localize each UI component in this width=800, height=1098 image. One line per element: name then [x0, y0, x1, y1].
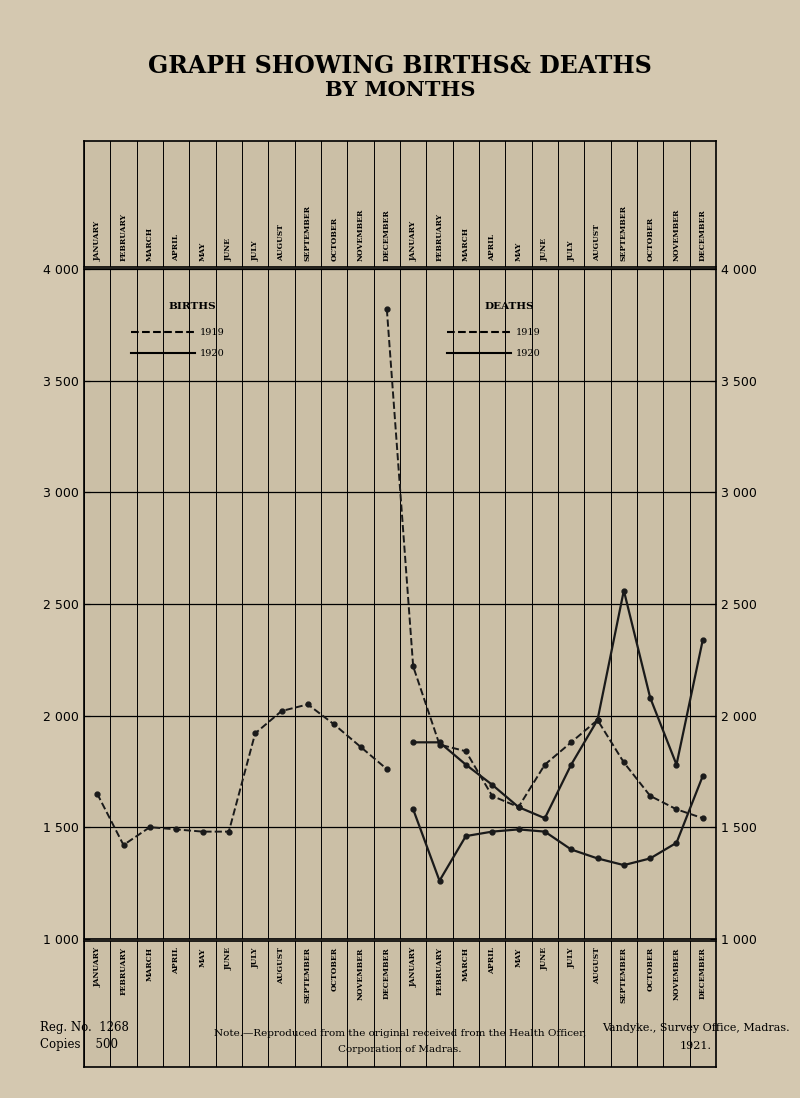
- Text: JUNE: JUNE: [225, 948, 233, 971]
- Text: AUGUST: AUGUST: [278, 224, 286, 260]
- Text: NOVEMBER: NOVEMBER: [357, 948, 365, 999]
- Text: SEPTEMBER: SEPTEMBER: [304, 204, 312, 260]
- Text: Copies    500: Copies 500: [40, 1038, 118, 1051]
- Text: Vandyke., Survey Office, Madras.: Vandyke., Survey Office, Madras.: [602, 1023, 790, 1033]
- Text: NOVEMBER: NOVEMBER: [673, 209, 681, 260]
- Text: SEPTEMBER: SEPTEMBER: [620, 948, 628, 1004]
- Text: JUNE: JUNE: [541, 948, 549, 971]
- Text: JULY: JULY: [567, 948, 575, 967]
- Text: APRIL: APRIL: [172, 948, 180, 974]
- Text: APRIL: APRIL: [488, 234, 496, 260]
- Text: DECEMBER: DECEMBER: [699, 209, 707, 260]
- Text: MAY: MAY: [514, 948, 522, 966]
- Text: AUGUST: AUGUST: [594, 948, 602, 984]
- Text: JULY: JULY: [567, 240, 575, 260]
- Text: AUGUST: AUGUST: [594, 224, 602, 260]
- Text: NOVEMBER: NOVEMBER: [673, 948, 681, 999]
- Text: BY MONTHS: BY MONTHS: [325, 80, 475, 100]
- Text: MAY: MAY: [514, 242, 522, 260]
- Text: DECEMBER: DECEMBER: [383, 948, 391, 999]
- Text: FEBRUARY: FEBRUARY: [435, 213, 443, 260]
- Text: OCTOBER: OCTOBER: [330, 948, 338, 991]
- Text: JANUARY: JANUARY: [409, 221, 417, 260]
- Text: MARCH: MARCH: [462, 948, 470, 982]
- Text: FEBRUARY: FEBRUARY: [435, 948, 443, 995]
- Text: JUNE: JUNE: [541, 237, 549, 260]
- Text: DECEMBER: DECEMBER: [383, 209, 391, 260]
- Text: APRIL: APRIL: [172, 234, 180, 260]
- Text: GRAPH SHOWING BIRTHS& DEATHS: GRAPH SHOWING BIRTHS& DEATHS: [148, 54, 652, 78]
- Text: MARCH: MARCH: [146, 948, 154, 982]
- Text: JULY: JULY: [251, 948, 259, 967]
- Text: AUGUST: AUGUST: [278, 948, 286, 984]
- Text: SEPTEMBER: SEPTEMBER: [304, 948, 312, 1004]
- Text: 1919: 1919: [200, 328, 225, 337]
- Text: OCTOBER: OCTOBER: [330, 216, 338, 260]
- Text: MAY: MAY: [198, 242, 206, 260]
- Text: FEBRUARY: FEBRUARY: [119, 948, 127, 995]
- Text: Corporation of Madras.: Corporation of Madras.: [338, 1045, 462, 1054]
- Text: 1920: 1920: [200, 349, 225, 358]
- Text: SEPTEMBER: SEPTEMBER: [620, 204, 628, 260]
- Text: JANUARY: JANUARY: [93, 948, 101, 987]
- Text: APRIL: APRIL: [488, 948, 496, 974]
- Text: DECEMBER: DECEMBER: [699, 948, 707, 999]
- Text: JANUARY: JANUARY: [93, 221, 101, 260]
- Text: 1919: 1919: [516, 328, 541, 337]
- Text: Note.—Reproduced from the original received from the Health Officer,: Note.—Reproduced from the original recei…: [214, 1029, 586, 1038]
- Text: MARCH: MARCH: [462, 226, 470, 260]
- Text: OCTOBER: OCTOBER: [646, 216, 654, 260]
- Text: NOVEMBER: NOVEMBER: [357, 209, 365, 260]
- Text: 1921.: 1921.: [680, 1041, 712, 1051]
- Text: OCTOBER: OCTOBER: [646, 948, 654, 991]
- Text: JULY: JULY: [251, 240, 259, 260]
- Text: JUNE: JUNE: [225, 237, 233, 260]
- Text: JANUARY: JANUARY: [409, 948, 417, 987]
- Text: 1920: 1920: [516, 349, 541, 358]
- Text: Reg. No.  1268: Reg. No. 1268: [40, 1021, 129, 1034]
- Text: DEATHS: DEATHS: [484, 302, 534, 312]
- Text: BIRTHS: BIRTHS: [168, 302, 216, 312]
- Text: MARCH: MARCH: [146, 226, 154, 260]
- Text: MAY: MAY: [198, 948, 206, 966]
- Text: FEBRUARY: FEBRUARY: [119, 213, 127, 260]
